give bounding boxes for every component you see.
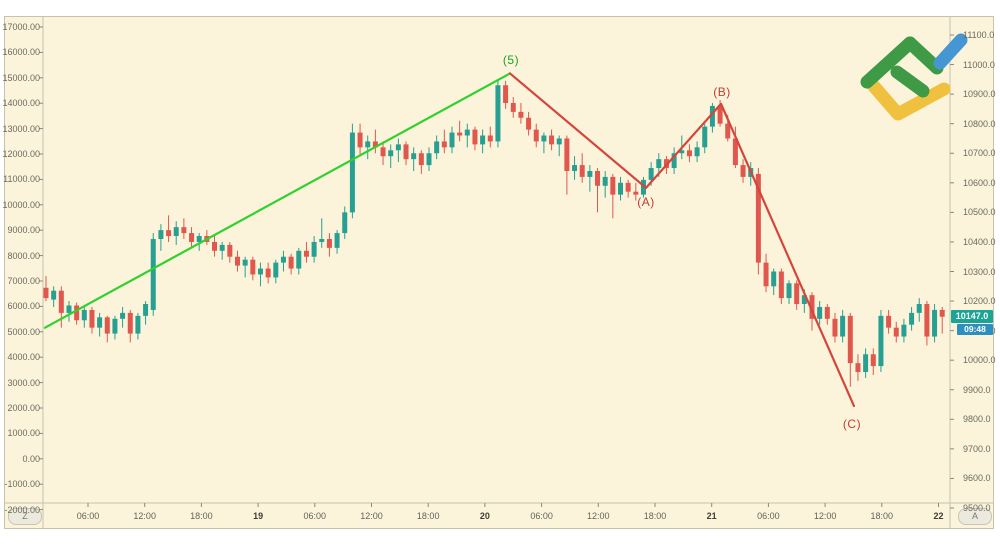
left-axis-label: 8000.00 xyxy=(7,250,40,261)
wave-label-a: (A) xyxy=(637,195,655,210)
candle-countdown-timer: 09:48 xyxy=(957,323,993,335)
time-axis-label: 12:00 xyxy=(133,511,156,521)
brand-logo-icon xyxy=(860,33,968,121)
time-axis-label: 12:00 xyxy=(813,511,837,521)
time-axis-label: 06:00 xyxy=(76,511,100,521)
logo-spine-stroke xyxy=(860,36,917,89)
left-axis-label: 14000.00 xyxy=(2,98,40,109)
left-axis-label: -1000.00 xyxy=(4,479,40,490)
right-axis-label: 10800.0 xyxy=(963,118,996,129)
right-axis-label: 10900.0 xyxy=(963,89,996,100)
time-axis-label: 18:00 xyxy=(643,511,667,521)
left-axis-label: 4000.00 xyxy=(7,352,40,363)
left-axis-z-button[interactable]: Z xyxy=(8,508,42,525)
time-axis-label: 22 xyxy=(933,511,944,521)
left-axis-label: 7000.00 xyxy=(7,276,40,286)
logo-top-arm-stroke xyxy=(903,36,944,75)
right-axis-label: 9600.0 xyxy=(963,473,991,484)
right-axis-label: 10500.0 xyxy=(963,207,996,218)
left-axis-label: 10000.00 xyxy=(2,199,40,210)
right-axis-label: 11100.0 xyxy=(963,30,995,40)
time-axis-label: 19 xyxy=(253,511,264,521)
time-axis-label: 18:00 xyxy=(870,511,894,521)
left-axis-label: 2000.00 xyxy=(7,403,40,413)
left-axis-label: -2000.00 xyxy=(4,504,40,515)
right-axis-label: 10700.0 xyxy=(963,148,996,159)
right-axis-label: 9700.0 xyxy=(963,443,991,454)
time-axis-label: 21 xyxy=(706,511,717,521)
current-price-tag: 10147.0 xyxy=(951,310,993,324)
wave-label-b: (B) xyxy=(713,85,731,100)
time-axis-label: 06:00 xyxy=(303,511,327,521)
time-axis-label: 20 xyxy=(479,511,490,521)
logo-mid-arm-stroke xyxy=(890,65,930,98)
time-axis-label: 06:00 xyxy=(757,511,780,521)
time-axis-label: 06:00 xyxy=(530,511,553,521)
time-axis-label: 18:00 xyxy=(190,511,213,521)
right-axis-label: 10600.0 xyxy=(963,177,996,188)
left-axis-label: 0.00 xyxy=(22,453,40,464)
right-axis-label: 10000.0 xyxy=(963,355,996,366)
logo-check-stroke xyxy=(865,77,951,121)
left-axis-label: 13000.00 xyxy=(2,123,40,134)
left-axis-label: 11000.00 xyxy=(3,174,40,185)
left-axis-label: 16000.00 xyxy=(2,47,40,58)
left-axis-label: 17000.00 xyxy=(2,22,40,32)
left-axis-label: 5000.00 xyxy=(7,326,40,337)
right-axis-label: 10200.0 xyxy=(963,296,996,307)
wave-label-c: (C) xyxy=(842,416,862,431)
right-axis-label: 9800.0 xyxy=(963,414,991,425)
left-axis-label: 6000.00 xyxy=(7,301,40,312)
logo-accent-stroke xyxy=(933,33,968,70)
right-axis-label: 11000.0 xyxy=(963,59,995,70)
left-axis-label: 1000.00 xyxy=(7,428,40,439)
right-axis-label: 10400.0 xyxy=(963,236,996,247)
time-axis-label: 12:00 xyxy=(587,511,610,521)
left-axis-label: 15000.00 xyxy=(2,72,40,83)
right-axis-label: 10300.0 xyxy=(963,266,996,277)
left-axis-label: 3000.00 xyxy=(7,377,40,388)
wave-label-5: (5) xyxy=(502,53,520,68)
left-axis-label: 9000.00 xyxy=(7,225,40,236)
right-axis-auto-button[interactable]: A xyxy=(958,508,992,525)
time-axis-label: 18:00 xyxy=(416,511,440,521)
right-axis-label: 9900.0 xyxy=(963,384,991,395)
time-axis-label: 12:00 xyxy=(360,511,383,521)
left-axis-label: 12000.00 xyxy=(2,149,40,159)
right-axis-label: 9500.0 xyxy=(963,503,991,513)
